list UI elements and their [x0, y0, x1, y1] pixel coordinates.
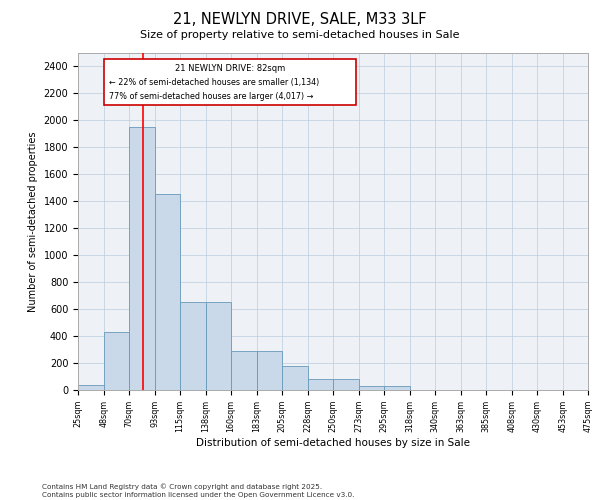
Bar — [180, 302, 206, 390]
Bar — [308, 379, 333, 390]
Text: ← 22% of semi-detached houses are smaller (1,134): ← 22% of semi-detached houses are smalle… — [109, 78, 319, 87]
X-axis label: Distribution of semi-detached houses by size in Sale: Distribution of semi-detached houses by … — [196, 438, 470, 448]
Text: 21, NEWLYN DRIVE, SALE, M33 3LF: 21, NEWLYN DRIVE, SALE, M33 3LF — [173, 12, 427, 28]
Bar — [333, 379, 359, 390]
Y-axis label: Number of semi-detached properties: Number of semi-detached properties — [28, 131, 38, 312]
Bar — [206, 302, 231, 390]
Bar — [104, 332, 129, 390]
Bar — [359, 386, 384, 390]
Text: 77% of semi-detached houses are larger (4,017) →: 77% of semi-detached houses are larger (… — [109, 92, 313, 102]
Bar — [384, 386, 410, 390]
Text: 21 NEWLYN DRIVE: 82sqm: 21 NEWLYN DRIVE: 82sqm — [175, 64, 285, 73]
Bar — [231, 351, 257, 390]
Bar — [78, 384, 104, 390]
Text: Size of property relative to semi-detached houses in Sale: Size of property relative to semi-detach… — [140, 30, 460, 40]
Bar — [104, 59, 356, 105]
Bar — [129, 126, 155, 390]
Bar — [257, 351, 282, 390]
Text: Contains HM Land Registry data © Crown copyright and database right 2025.
Contai: Contains HM Land Registry data © Crown c… — [42, 484, 355, 498]
Bar — [155, 194, 180, 390]
Bar — [282, 366, 308, 390]
